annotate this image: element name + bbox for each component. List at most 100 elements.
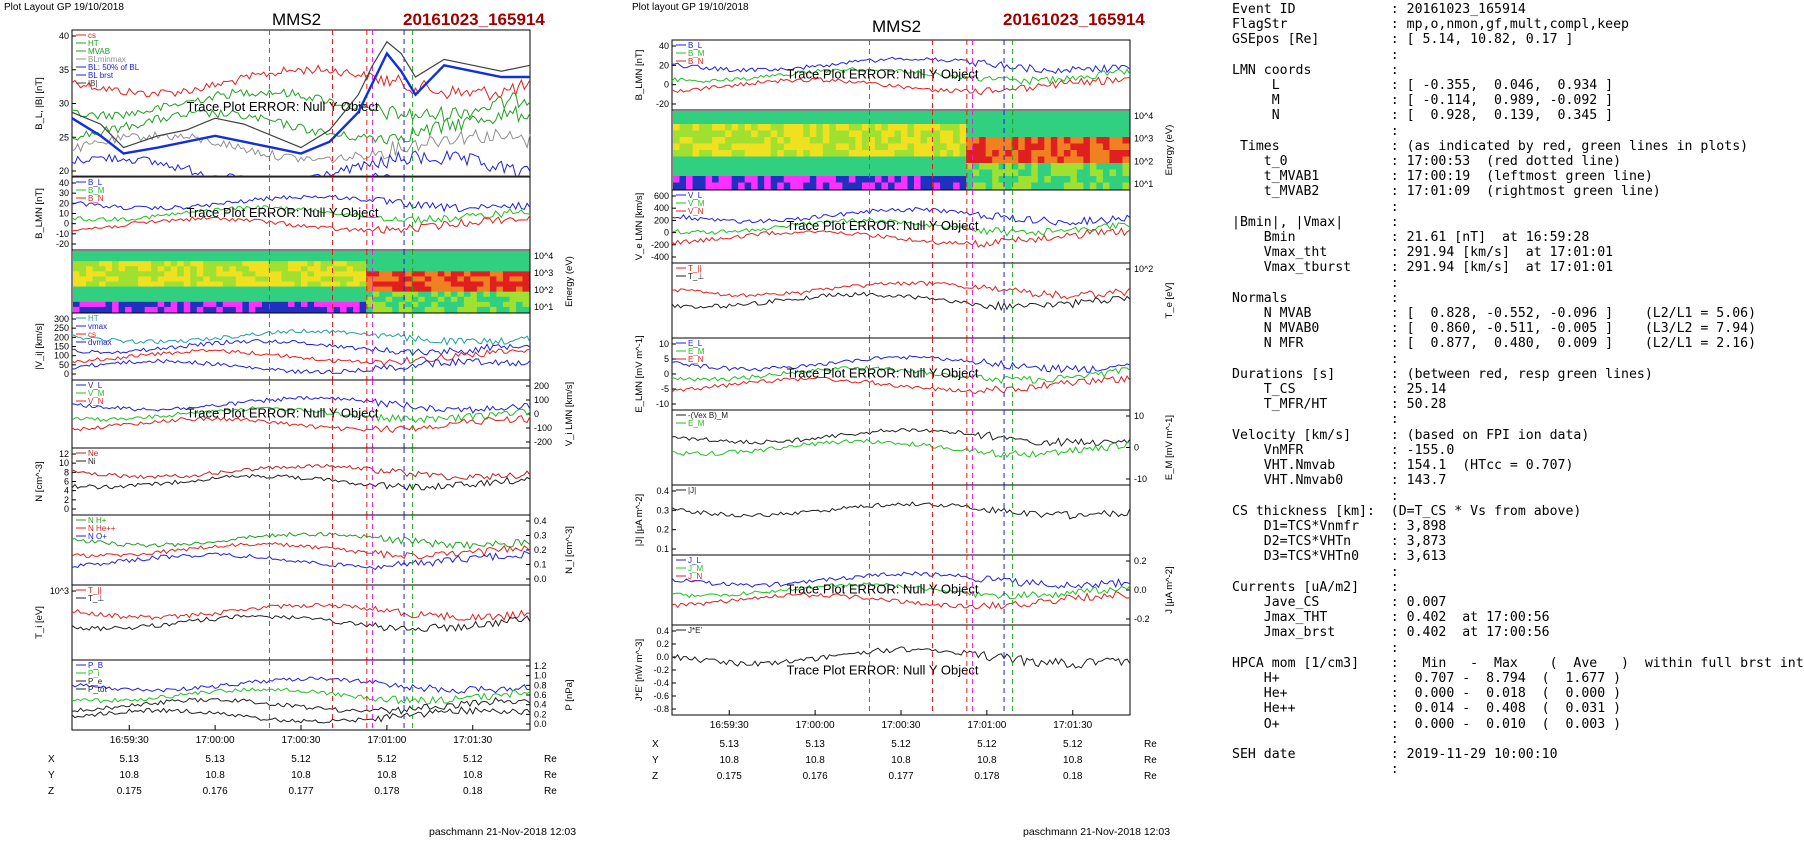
spectrogram-cell (496, 306, 504, 313)
y-tick-label: 40 (59, 31, 69, 41)
spectrogram-cell (979, 182, 987, 190)
series-line (671, 375, 1131, 395)
spectrogram-cell (1096, 176, 1104, 183)
spectrogram-cell (1089, 156, 1097, 164)
series-line (672, 56, 1131, 74)
spectrogram-cell (1122, 111, 1130, 118)
spectrogram-cell (972, 143, 980, 151)
spectrogram-cell (757, 156, 765, 164)
spectrogram-cell (992, 143, 1000, 151)
spectrogram-cell (933, 124, 941, 131)
spectrogram-cell (822, 124, 830, 131)
y-tick-label-right: 0.0 (1134, 585, 1147, 595)
spectrogram-cell (848, 143, 856, 151)
spectrogram-cell (444, 301, 452, 308)
spectrogram-cell (73, 256, 81, 262)
spectrogram-cell (86, 286, 94, 293)
spectrogram-cell (151, 261, 159, 267)
spectrogram-cell (144, 261, 152, 267)
spectrogram-cell (1057, 176, 1065, 183)
spectrogram-cell (483, 286, 491, 293)
spectrogram-cell (966, 169, 974, 177)
spectrogram-cell (346, 266, 354, 272)
spectrogram-cell (979, 176, 987, 183)
panel-frame (671, 484, 1131, 556)
x-tick-label: 17:01:00 (967, 720, 1006, 731)
spectrogram-cell (509, 271, 517, 277)
spectrogram-cell (783, 137, 791, 144)
spectrogram-cell (855, 163, 863, 170)
spectrogram-cell (157, 261, 165, 267)
spectrogram-cell (861, 156, 869, 164)
spectrogram-cell (209, 276, 217, 282)
spectrogram-cell (385, 306, 393, 313)
spectrogram-cell (790, 137, 798, 144)
spectrogram-cell (502, 281, 510, 288)
spectrogram-cell (907, 117, 915, 125)
spectrogram-cell (770, 117, 778, 125)
spectrogram-cell (829, 156, 837, 164)
spectrogram-cell (307, 251, 315, 257)
spectrogram-cell (796, 176, 804, 183)
spectrogram-cell (372, 266, 380, 272)
spectrogram-cell (372, 286, 380, 293)
spectrogram-cell (190, 296, 198, 303)
spectrogram-cell (868, 130, 876, 138)
spectrogram-cell (255, 296, 263, 303)
spectrogram-cell (418, 281, 426, 288)
spectrogram-cell (496, 291, 504, 298)
spectrogram-cell (261, 266, 269, 272)
spectrogram-cell (314, 256, 322, 262)
spectrogram-cell (946, 150, 954, 157)
spectrogram-cell (105, 281, 113, 288)
series-line (71, 128, 531, 164)
spectrogram-cell (366, 256, 374, 262)
spectrogram-cell (1011, 169, 1019, 177)
spectrogram-cell (1044, 182, 1052, 190)
series-line (671, 501, 1131, 520)
series-line (71, 64, 531, 101)
spectrogram-cell (842, 137, 850, 144)
spectrogram-cell (177, 251, 185, 257)
spectrogram-cell (731, 130, 739, 138)
spectrogram-cell (809, 143, 817, 151)
spectrogram-cell (953, 111, 961, 118)
spectrogram-cell (196, 306, 204, 313)
spectrogram-cell (418, 276, 426, 282)
spectrogram-cell (770, 111, 778, 118)
spectrogram-cell (933, 143, 941, 151)
panel-frame (71, 584, 531, 661)
spectrogram-cell (901, 111, 909, 118)
spectrogram-cell (144, 291, 152, 298)
spectrogram-cell (796, 117, 804, 125)
spectrogram-cell (946, 182, 954, 190)
spectrogram-cell (307, 291, 315, 298)
spectrogram-cell (712, 182, 720, 190)
spectrogram-cell (816, 150, 824, 157)
spectrogram-cell (1057, 111, 1065, 118)
legend-entry: BL brst (88, 71, 114, 80)
series-line (71, 696, 531, 715)
spectrogram-cell (177, 301, 185, 308)
spectrogram-cell (138, 276, 146, 282)
spectrogram-cell (398, 251, 406, 257)
y-tick-label: 30 (59, 99, 69, 109)
spectrogram-cell (222, 301, 230, 308)
spectrogram-cell (692, 150, 700, 157)
spectrogram-cell (1018, 150, 1026, 157)
spectrogram-cell (1018, 156, 1026, 164)
spectrogram-cell (268, 301, 276, 308)
spectrogram-cell (392, 306, 400, 313)
spectrogram-cell (1011, 163, 1019, 170)
position-value: 0.177 (888, 771, 913, 782)
spectrogram-cell (450, 306, 458, 313)
y-axis-label: V_e LMN [km/s] (634, 193, 645, 261)
spectrogram-cell (379, 256, 387, 262)
spectrogram-cell (424, 291, 432, 298)
spectrogram-cell (353, 306, 361, 313)
spectrogram-cell (972, 137, 980, 144)
spectrogram-cell (261, 271, 269, 277)
legend-entry: cs (88, 330, 96, 339)
spectrogram-cell (418, 271, 426, 277)
spectrogram-cell (307, 276, 315, 282)
